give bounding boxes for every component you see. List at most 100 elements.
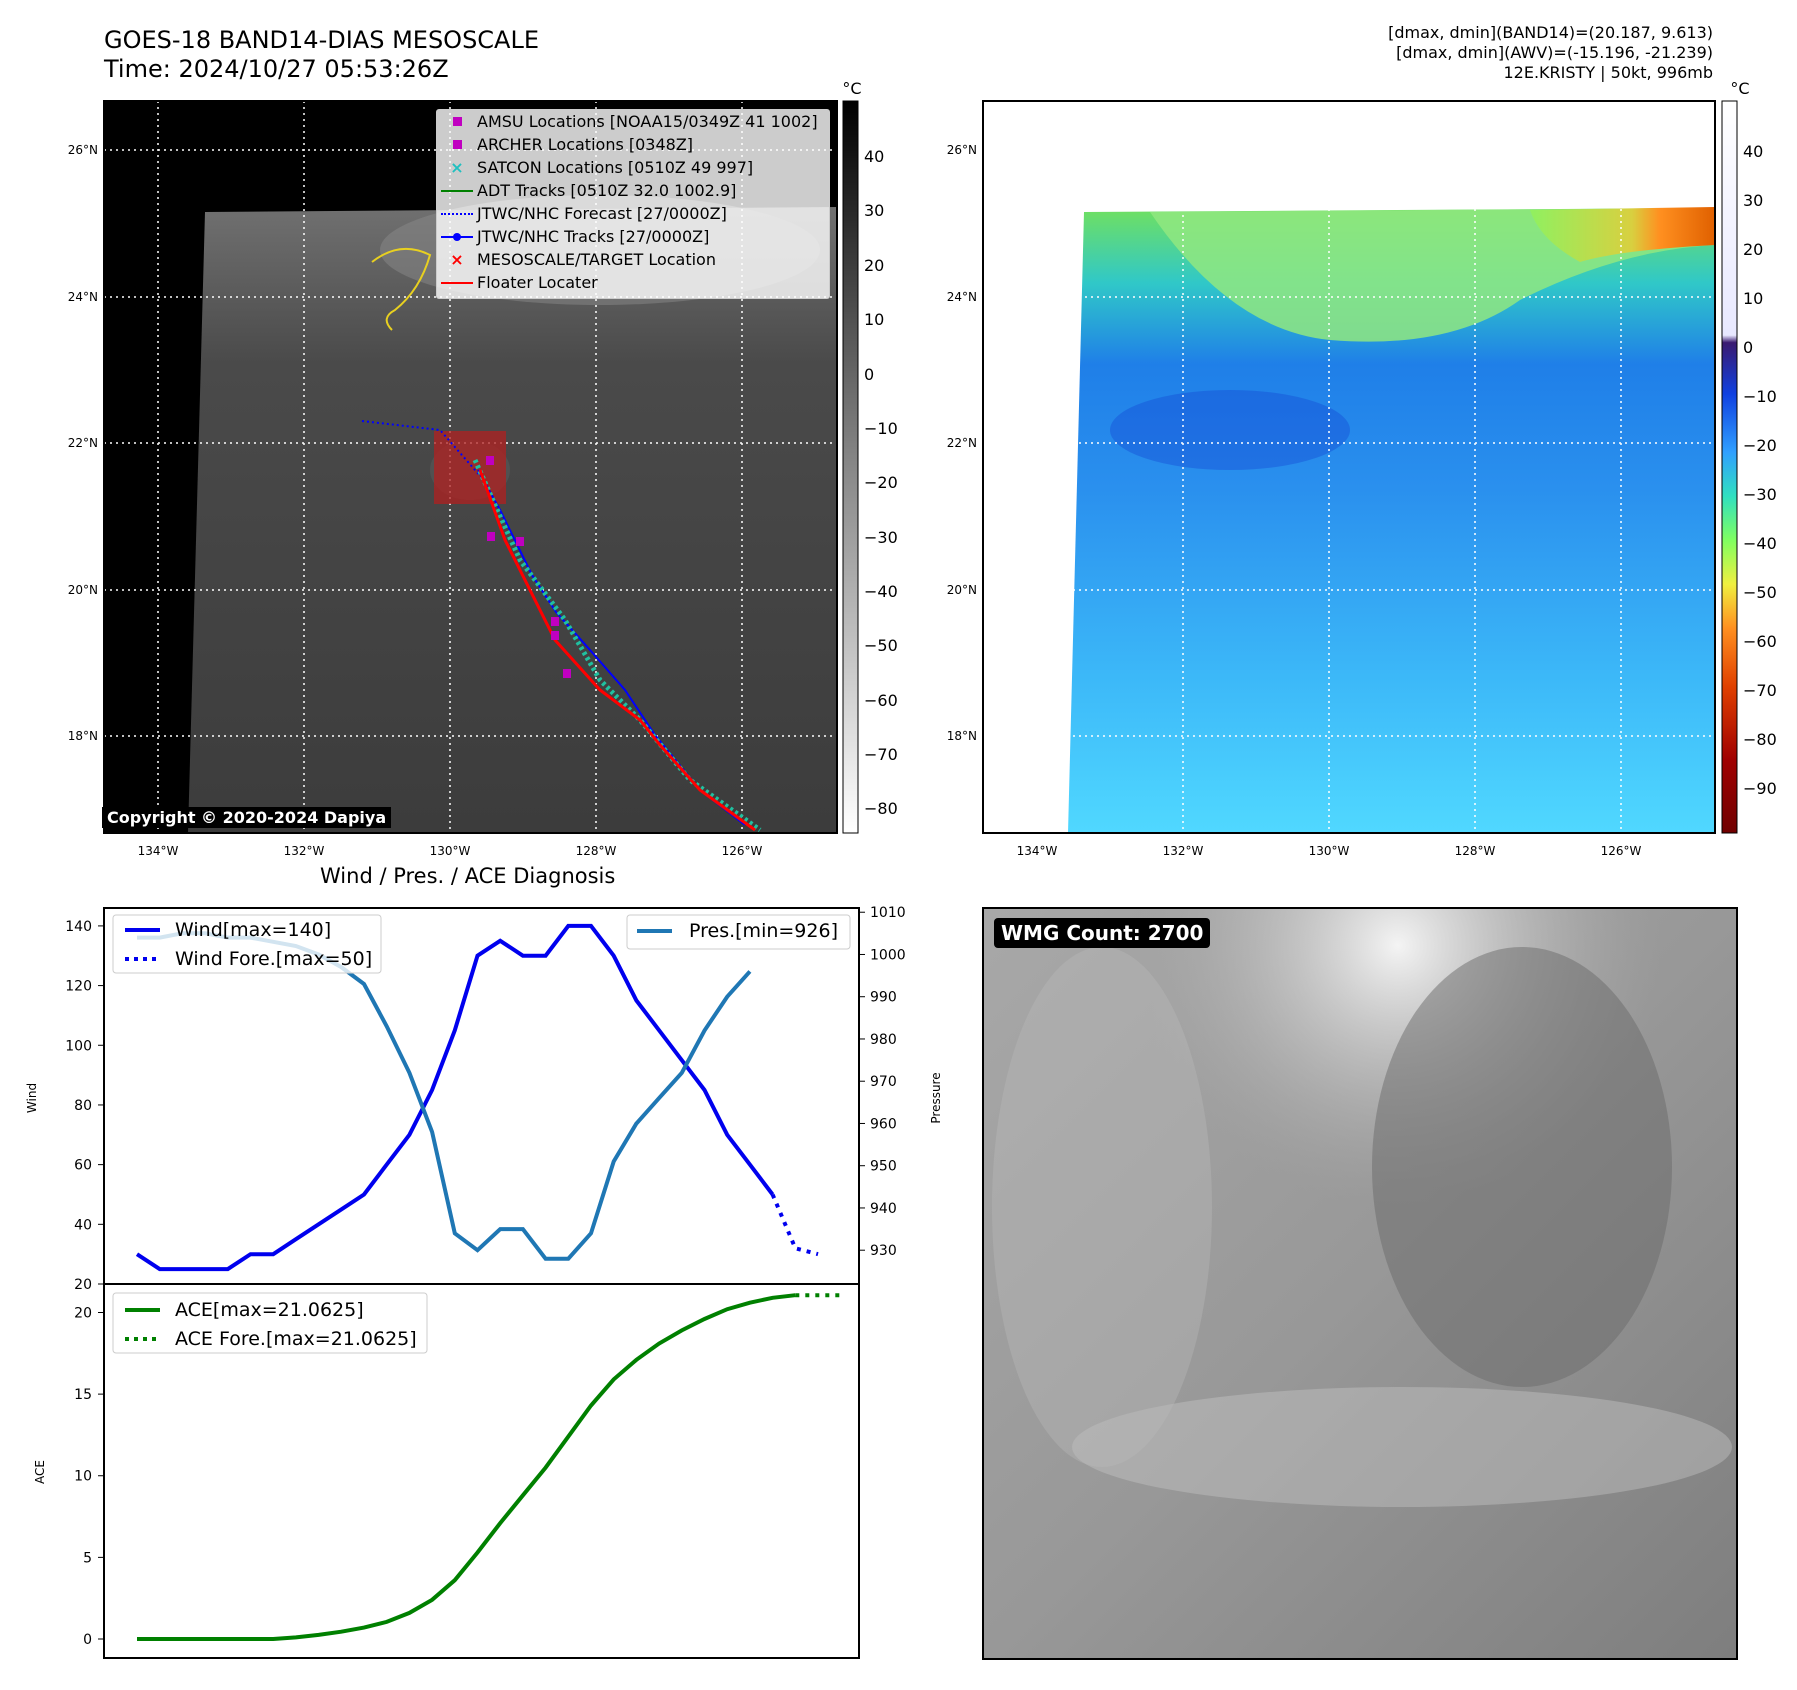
wind-tick-label: 100: [65, 1038, 92, 1054]
wmg-svg: [982, 907, 1738, 1660]
coastline: [371, 247, 432, 331]
lat-label: 22°N: [68, 436, 98, 450]
wind-tick-label: 120: [65, 979, 92, 995]
cbar-tick: −80: [1743, 730, 1777, 749]
cbar-tick: 40: [1743, 142, 1763, 161]
cbar-tick: −30: [1743, 485, 1777, 504]
ir-lat-labels: 26°N 24°N 22°N 20°N 18°N: [68, 143, 98, 743]
cbar-tick: −40: [864, 582, 898, 601]
cbar-tick: −50: [1743, 583, 1777, 602]
lon-label: 134°W: [138, 844, 179, 858]
ace-legend: ACE[max=21.0625] ACE Fore.[max=21.0625]: [112, 1292, 428, 1354]
ir-colorbar: [842, 100, 859, 834]
legend-label: SATCON Locations [0510Z 49 997]: [477, 158, 754, 177]
legend-label: Floater Locater: [477, 273, 598, 292]
mesoscale-target-box: [434, 431, 506, 504]
lon-label: 130°W: [1309, 844, 1350, 858]
lat-label: 18°N: [947, 729, 977, 743]
ir-map-frame: [103, 100, 838, 834]
awv-map: [982, 100, 1716, 834]
legend-ace-fore: ACE Fore.[max=21.0625]: [175, 1328, 417, 1350]
awv-colorbar: [1721, 100, 1738, 834]
lat-label: 26°N: [68, 143, 98, 157]
ace-tick-label: 5: [83, 1550, 92, 1566]
legend-label: JTWC/NHC Forecast [27/0000Z]: [477, 204, 727, 223]
cbar-tick: 10: [864, 310, 884, 329]
figure-title: GOES-18 BAND14-DIAS MESOSCALE Time: 2024…: [104, 26, 539, 84]
cbar-tick: 0: [1743, 338, 1753, 357]
cbar-tick: −50: [864, 636, 898, 655]
legend-item-satcon: × SATCON Locations [0510Z 49 997]: [450, 158, 754, 177]
ir-colorbar-unit: °C: [842, 79, 861, 98]
cbar-tick: −10: [864, 419, 898, 438]
pres-tick-label: 930: [870, 1243, 897, 1259]
ace-tick-label: 20: [74, 1305, 92, 1321]
legend-label: AMSU Locations [NOAA15/0349Z 41 1002]: [477, 112, 818, 131]
legend-wind-fore: Wind Fore.[max=50]: [175, 948, 372, 970]
awv-moist-zone: [1110, 390, 1350, 470]
meta-band14: [dmax, dmin](BAND14)=(20.187, 9.613): [1388, 23, 1713, 42]
lon-label: 128°W: [576, 844, 617, 858]
awv-lon-labels: 134°W 132°W 130°W 128°W 126°W: [1017, 844, 1642, 858]
pres-ylabel: Pressure: [929, 1072, 943, 1123]
wind-tick-label: 140: [65, 919, 92, 935]
wmg-frame: [982, 907, 1738, 1660]
storm-info: 12E.KRISTY | 50kt, 996mb: [1503, 63, 1714, 82]
cbar-tick: 30: [1743, 191, 1763, 210]
lat-label: 20°N: [947, 583, 977, 597]
top-maps-svg: 26°N 24°N 22°N 20°N 18°N 134°W 132°W 130…: [68, 79, 1777, 858]
legend-item-adt: ADT Tracks [0510Z 32.0 1002.9]: [437, 179, 829, 202]
floater-locater-track: [478, 469, 756, 832]
legend-item-amsu: AMSU Locations [NOAA15/0349Z 41 1002]: [437, 110, 829, 133]
ir-lon-labels: 134°W 132°W 130°W 128°W 126°W: [138, 844, 763, 858]
series-line-0-0: [135, 923, 775, 1272]
lon-label: 130°W: [430, 844, 471, 858]
cbar-tick: −20: [1743, 436, 1777, 455]
wind-legend: Wind[max=140] Wind Fore.[max=50]: [112, 914, 382, 974]
cbar-tick: −70: [864, 745, 898, 764]
cbar-tick: 40: [864, 147, 884, 166]
meta-awv: [dmax, dmin](AWV)=(-15.196, -21.239): [1396, 43, 1713, 62]
time-line: Time: 2024/10/27 05:53:26Z: [104, 55, 449, 83]
legend-item-mesoscale: × MESOSCALE/TARGET Location: [450, 250, 716, 269]
awv-map-frame: [982, 100, 1716, 834]
awv-lat-labels: 26°N 24°N 22°N 20°N 18°N: [947, 143, 977, 743]
cbar-tick: 30: [864, 201, 884, 220]
wind-tick-label: 40: [74, 1217, 92, 1233]
lat-label: 22°N: [947, 436, 977, 450]
cbar-tick: −90: [1743, 779, 1777, 798]
ace-ylabel: ACE: [33, 1460, 47, 1484]
lon-label: 132°W: [284, 844, 325, 858]
ace-tick-label: 15: [74, 1387, 92, 1403]
series-line-2-0: [137, 1293, 796, 1641]
map-legend: AMSU Locations [NOAA15/0349Z 41 1002] AR…: [436, 109, 830, 299]
lon-label: 132°W: [1163, 844, 1204, 858]
cbar-tick: 20: [1743, 240, 1763, 259]
lat-label: 18°N: [68, 729, 98, 743]
awv-hot-zone: [1530, 207, 1715, 262]
pres-tick-label: 990: [870, 990, 897, 1006]
legend-item-archer: ARCHER Locations [0348Z]: [437, 133, 829, 156]
ace-tick-label: 10: [74, 1469, 92, 1485]
lat-label: 24°N: [68, 290, 98, 304]
pres-legend: Pres.[min=926]: [626, 914, 851, 950]
cbar-tick: −40: [1743, 534, 1777, 553]
lon-label: 128°W: [1455, 844, 1496, 858]
legend-wind: Wind[max=140]: [175, 919, 331, 941]
legend-label: JTWC/NHC Tracks [27/0000Z]: [477, 227, 710, 246]
meta-block: [dmax, dmin](BAND14)=(20.187, 9.613) [dm…: [1388, 23, 1713, 83]
legend-label: MESOSCALE/TARGET Location: [477, 250, 716, 269]
lat-label: 20°N: [68, 583, 98, 597]
title-line: GOES-18 BAND14-DIAS MESOSCALE: [104, 26, 540, 54]
awv-gridlines: [983, 101, 1715, 833]
awv-colorbar-ticks: 40 30 20 10 0 −10 −20 −30 −40 −50 −60 −7…: [1743, 142, 1777, 798]
pres-tick-label: 940: [870, 1201, 897, 1217]
series-line-0-1: [770, 1193, 819, 1257]
legend-label: ARCHER Locations [0348Z]: [477, 135, 694, 154]
pres-tick-label: 1010: [870, 905, 906, 921]
wmg-light-left: [992, 947, 1212, 1467]
cbar-tick: 10: [1743, 289, 1763, 308]
wind-tick-label: 80: [74, 1098, 92, 1114]
cbar-tick: 20: [864, 256, 884, 275]
